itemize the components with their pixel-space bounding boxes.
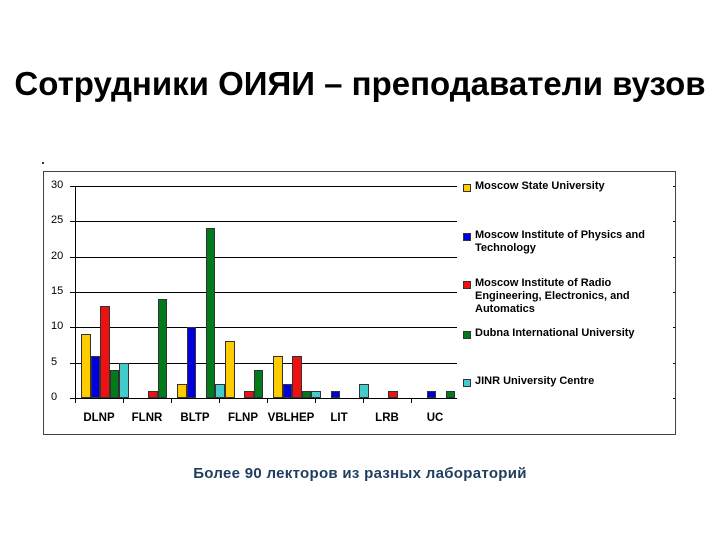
x-tick-label: FLNR <box>131 412 163 424</box>
x-tick-label: LRB <box>375 412 399 424</box>
plot-area: 0 5 10 15 20 25 30 DLNP FLNR BLTP FLNP VBLHEP LIT LRB… <box>51 179 675 424</box>
x-tick <box>363 398 364 403</box>
bar <box>215 383 225 398</box>
y-tick-label: 25 <box>51 214 64 227</box>
y-tick <box>70 221 75 223</box>
bar <box>81 334 91 398</box>
bar <box>445 390 455 398</box>
slide-title: Сотрудники ОИЯИ – преподаватели вузов <box>14 65 706 102</box>
x-tick <box>219 398 220 403</box>
y-tick <box>70 362 75 364</box>
x-tick-label: LIT <box>330 412 348 424</box>
gridline <box>75 221 675 223</box>
x-tick-label: UC <box>426 412 444 424</box>
legend-swatch-icon <box>463 184 471 192</box>
y-tick-label: 15 <box>51 285 64 297</box>
gridline <box>75 292 675 293</box>
y-tick <box>70 256 75 258</box>
bar <box>253 369 263 398</box>
bar <box>90 355 100 398</box>
x-tick-label: VBLHEP <box>267 412 315 424</box>
slide-subtitle: Более 90 лекторов из разных лабораторий <box>193 465 527 482</box>
bar <box>205 228 215 398</box>
gridline <box>75 256 675 258</box>
x-tick <box>267 398 268 403</box>
y-tick <box>70 327 75 329</box>
bar <box>100 306 110 398</box>
legend-item: Moscow Institute of Physics and Technolo… <box>463 229 675 255</box>
legend-label: JINR University Centre <box>475 375 595 387</box>
x-tick-label: FLNP <box>227 412 259 424</box>
legend-label: Dubna International University <box>475 327 635 339</box>
bar <box>119 362 129 398</box>
bar <box>225 341 235 398</box>
bar <box>148 390 158 398</box>
bar <box>388 390 398 398</box>
bar <box>311 390 321 398</box>
bar <box>186 327 196 398</box>
bar <box>426 390 436 398</box>
legend-swatch-icon <box>463 233 471 241</box>
legend-swatch-icon <box>463 331 471 339</box>
legend-item: Moscow Institute of Radio Engineering, E… <box>463 277 675 316</box>
bar <box>273 355 283 398</box>
chart-legend: Moscow State University Moscow Institute … <box>457 172 673 432</box>
y-tick-label: 0 <box>51 391 58 403</box>
bar <box>177 383 187 398</box>
legend-swatch-icon <box>463 379 471 387</box>
gridline <box>75 186 675 187</box>
stray-dot <box>42 162 44 164</box>
bar <box>109 369 119 398</box>
y-tick-label: 30 <box>51 179 64 191</box>
bar <box>292 355 302 398</box>
bar <box>157 299 167 398</box>
x-tick-label: DLNP <box>83 412 115 424</box>
bar <box>359 383 369 398</box>
gridline <box>75 398 675 399</box>
y-tick-label: 20 <box>51 249 64 262</box>
bar <box>330 390 340 398</box>
legend-label: Moscow Institute of Physics and Technolo… <box>475 229 645 254</box>
x-tick <box>75 398 76 403</box>
legend-item: Dubna International University <box>463 327 675 340</box>
legend-item: Moscow State University <box>463 180 675 193</box>
x-tick <box>171 398 172 403</box>
legend-item: JINR University Centre <box>463 375 675 388</box>
x-tick <box>315 398 316 403</box>
y-tick <box>70 186 75 187</box>
gridline <box>75 362 675 364</box>
legend-label: Moscow Institute of Radio Engineering, E… <box>475 277 630 315</box>
legend-label: Moscow State University <box>475 180 605 192</box>
y-tick-label: 10 <box>51 320 64 333</box>
x-tick <box>123 398 124 403</box>
y-tick <box>70 292 75 293</box>
gridline <box>75 327 675 329</box>
x-tick-label: BLTP <box>180 412 210 424</box>
bar <box>282 383 292 398</box>
x-tick <box>411 398 412 403</box>
bar <box>301 390 311 398</box>
y-tick <box>70 398 75 399</box>
y-tick-label: 5 <box>51 355 58 368</box>
bar <box>244 390 254 398</box>
legend-swatch-icon <box>463 281 471 289</box>
